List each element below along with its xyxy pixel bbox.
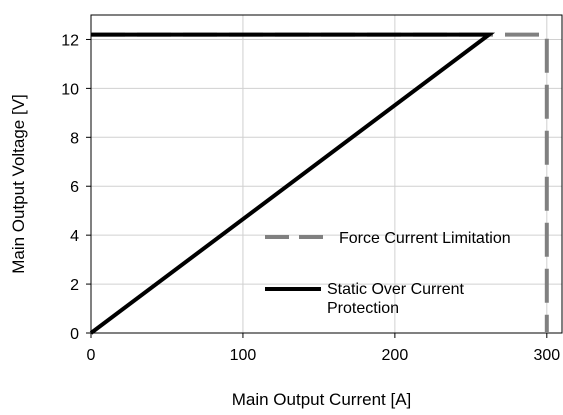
y-tick-label: 6 [70,179,79,196]
ticks-layer: 0 100 200 300 0 2 4 6 8 10 12 [61,32,560,364]
legend-label: Force Current Limitation [339,230,511,247]
series-line [89,32,496,335]
x-tick-label: 0 [87,347,96,364]
y-tick-label: 0 [70,326,79,343]
x-tick-label: 300 [533,347,560,364]
y-tick-label: 10 [61,81,79,98]
y-tick-label: 8 [70,130,79,147]
x-tick-label: 200 [382,347,409,364]
legend-label: Static Over Current [327,281,464,298]
plot-frame [90,14,563,334]
y-tick-label: 12 [61,32,79,49]
y-tick-label: 2 [70,277,79,294]
series-layer [89,32,549,335]
legend: Force Current Limitation Static Over Curr… [265,230,511,317]
x-axis-title: Main Output Current [A] [232,390,412,409]
y-tick-label: 4 [70,228,79,245]
y-axis-title: Main Output Voltage [V] [9,94,28,274]
x-tick-label: 100 [230,347,257,364]
legend-label: Protection [327,300,399,317]
